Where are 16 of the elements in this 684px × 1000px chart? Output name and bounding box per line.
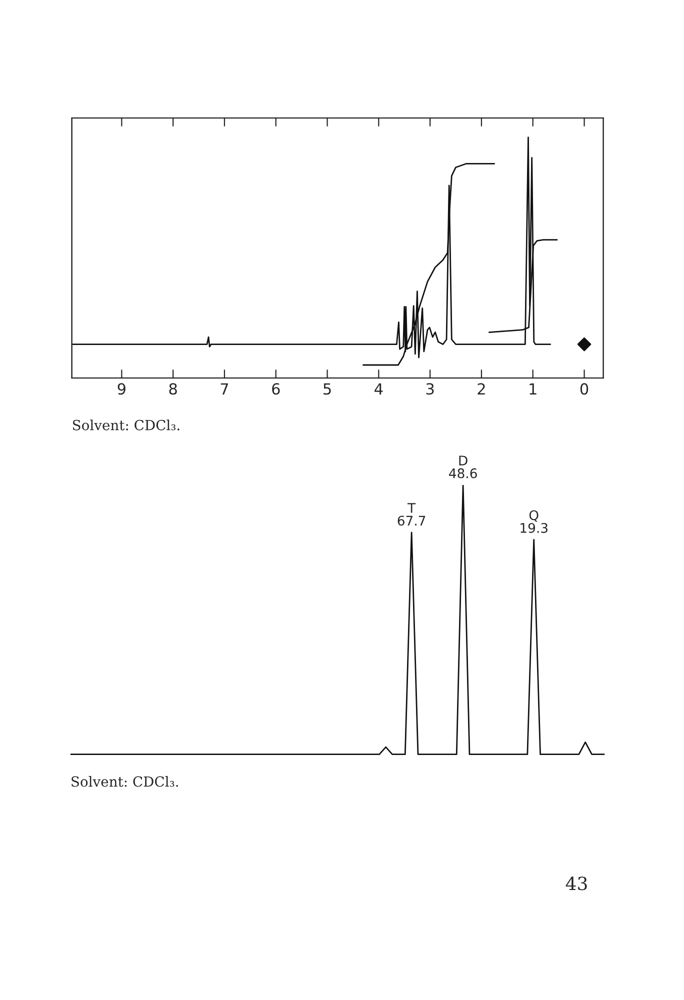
x-tick-label: 4: [374, 383, 383, 394]
x-tick-label: 8: [169, 383, 177, 395]
x-tick-label: T 67.7: [398, 503, 426, 526]
x-tick-label: 0: [580, 383, 588, 395]
x-tick-label: Q 19.3: [520, 510, 548, 533]
x-tick-label: 1: [530, 383, 536, 394]
x-tick-label: 3: [426, 383, 434, 395]
x-tick-label: 5: [324, 383, 331, 395]
x-tick-label: 2: [478, 383, 485, 394]
x-tick-label: 6: [272, 383, 280, 395]
text: Solvent: CDCl₃.: [72, 420, 180, 430]
x-tick-label: 9: [118, 383, 126, 395]
text: 43: [566, 876, 587, 890]
text: Solvent: CDCl₃.: [72, 776, 178, 787]
x-tick-label: 7: [220, 383, 228, 394]
x-tick-label: D 48.6: [449, 456, 477, 478]
